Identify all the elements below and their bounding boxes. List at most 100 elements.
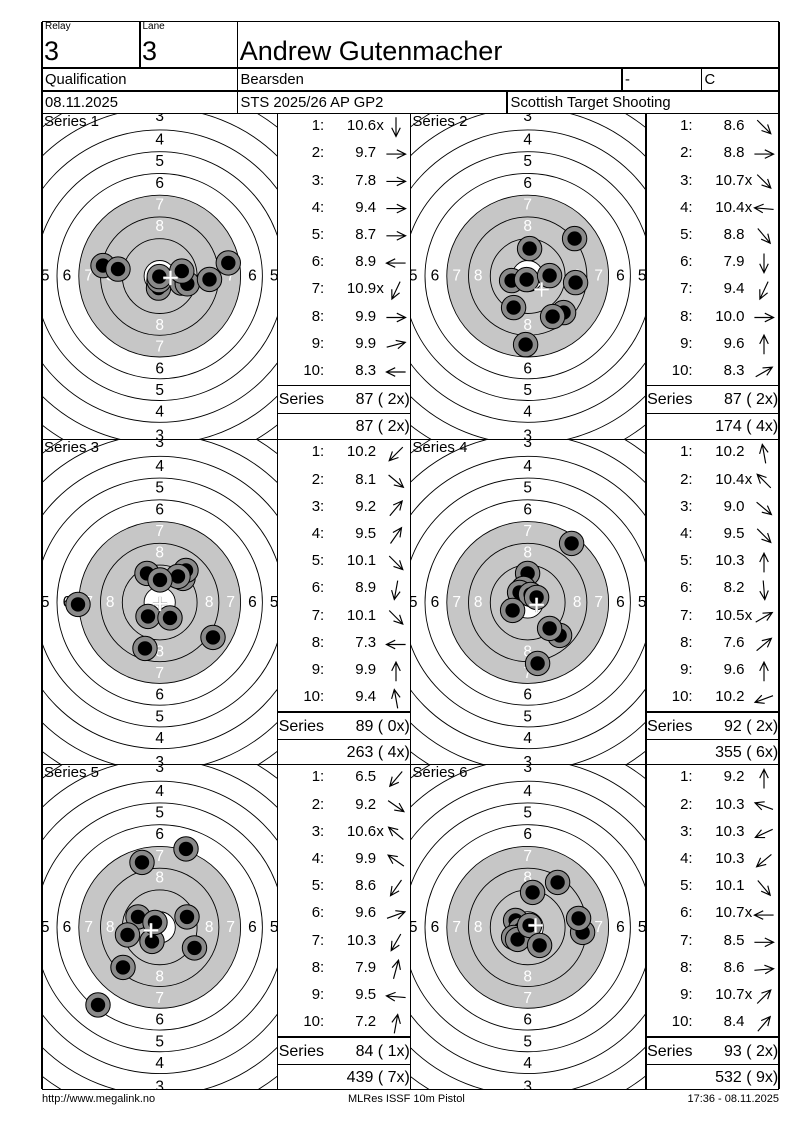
svg-text:8: 8 — [155, 218, 164, 235]
svg-text:8: 8 — [155, 317, 164, 334]
svg-text:7: 7 — [226, 918, 235, 935]
svg-text:6: 6 — [524, 361, 533, 378]
svg-text:8: 8 — [474, 594, 483, 611]
svg-text:3: 3 — [524, 428, 533, 440]
svg-text:6: 6 — [431, 594, 440, 611]
svg-text:7: 7 — [155, 339, 164, 356]
svg-text:6: 6 — [431, 268, 440, 285]
svg-text:7: 7 — [453, 918, 462, 935]
svg-text:6: 6 — [155, 826, 164, 843]
svg-text:4: 4 — [155, 782, 164, 799]
svg-text:4: 4 — [155, 132, 164, 149]
svg-text:6: 6 — [524, 826, 533, 843]
svg-text:7: 7 — [524, 665, 533, 682]
svg-text:5: 5 — [155, 1033, 164, 1050]
svg-text:7: 7 — [524, 523, 533, 540]
svg-text:6: 6 — [524, 175, 533, 192]
svg-text:5: 5 — [42, 268, 50, 285]
svg-text:7: 7 — [453, 268, 462, 285]
svg-text:3: 3 — [524, 1078, 533, 1089]
svg-text:5: 5 — [638, 268, 646, 285]
svg-text:4: 4 — [524, 132, 533, 149]
svg-text:3: 3 — [155, 428, 164, 440]
svg-text:7: 7 — [84, 268, 93, 285]
svg-text:6: 6 — [616, 594, 625, 611]
svg-text:7: 7 — [524, 847, 533, 864]
svg-text:8: 8 — [573, 594, 582, 611]
svg-text:5: 5 — [410, 918, 418, 935]
svg-text:8: 8 — [106, 918, 115, 935]
svg-text:5: 5 — [155, 479, 164, 496]
svg-text:7: 7 — [595, 268, 604, 285]
svg-text:8: 8 — [106, 594, 115, 611]
svg-text:6: 6 — [524, 686, 533, 703]
svg-text:5: 5 — [42, 594, 50, 611]
svg-text:4: 4 — [524, 404, 533, 421]
svg-text:5: 5 — [155, 382, 164, 399]
svg-text:6: 6 — [63, 918, 72, 935]
svg-text:8: 8 — [155, 643, 164, 660]
svg-text:5: 5 — [270, 918, 278, 935]
svg-text:5: 5 — [524, 382, 533, 399]
svg-text:4: 4 — [155, 730, 164, 747]
svg-text:5: 5 — [155, 708, 164, 725]
svg-text:5: 5 — [638, 918, 646, 935]
svg-text:8: 8 — [474, 918, 483, 935]
svg-text:6: 6 — [616, 268, 625, 285]
svg-text:4: 4 — [155, 1054, 164, 1071]
svg-text:7: 7 — [226, 594, 235, 611]
svg-text:6: 6 — [524, 1011, 533, 1028]
svg-text:4: 4 — [524, 730, 533, 747]
svg-text:7: 7 — [226, 268, 235, 285]
svg-text:7: 7 — [155, 989, 164, 1006]
svg-text:7: 7 — [453, 594, 462, 611]
svg-text:8: 8 — [155, 968, 164, 985]
svg-text:5: 5 — [524, 479, 533, 496]
svg-text:5: 5 — [155, 804, 164, 821]
svg-text:6: 6 — [431, 918, 440, 935]
svg-text:8: 8 — [524, 869, 533, 886]
svg-text:6: 6 — [155, 175, 164, 192]
svg-text:6: 6 — [524, 501, 533, 518]
svg-text:7: 7 — [155, 523, 164, 540]
svg-text:8: 8 — [524, 968, 533, 985]
svg-text:8: 8 — [155, 869, 164, 886]
svg-text:6: 6 — [63, 268, 72, 285]
svg-text:8: 8 — [524, 544, 533, 561]
svg-text:3: 3 — [155, 1078, 164, 1089]
svg-text:7: 7 — [595, 918, 604, 935]
svg-text:6: 6 — [616, 918, 625, 935]
svg-text:7: 7 — [524, 989, 533, 1006]
svg-text:7: 7 — [155, 197, 164, 214]
svg-text:7: 7 — [155, 665, 164, 682]
svg-text:8: 8 — [524, 218, 533, 235]
svg-text:6: 6 — [155, 1011, 164, 1028]
svg-text:5: 5 — [270, 594, 278, 611]
svg-text:8: 8 — [524, 317, 533, 334]
svg-text:3: 3 — [155, 765, 164, 776]
svg-text:3: 3 — [524, 765, 533, 776]
svg-text:6: 6 — [155, 361, 164, 378]
svg-text:6: 6 — [155, 686, 164, 703]
svg-text:5: 5 — [638, 594, 646, 611]
svg-text:8: 8 — [524, 643, 533, 660]
svg-text:4: 4 — [155, 458, 164, 475]
svg-text:6: 6 — [155, 501, 164, 518]
svg-text:6: 6 — [248, 918, 257, 935]
svg-text:4: 4 — [524, 458, 533, 475]
svg-text:8: 8 — [155, 544, 164, 561]
svg-text:4: 4 — [155, 404, 164, 421]
svg-text:7: 7 — [595, 594, 604, 611]
svg-text:5: 5 — [155, 153, 164, 170]
svg-text:3: 3 — [155, 113, 164, 125]
svg-text:4: 4 — [524, 782, 533, 799]
svg-text:3: 3 — [524, 440, 533, 451]
svg-text:8: 8 — [474, 268, 483, 285]
svg-text:5: 5 — [410, 594, 418, 611]
svg-text:3: 3 — [524, 113, 533, 125]
svg-text:5: 5 — [524, 1033, 533, 1050]
svg-text:5: 5 — [410, 268, 418, 285]
svg-text:5: 5 — [42, 918, 50, 935]
svg-text:3: 3 — [155, 440, 164, 451]
svg-text:7: 7 — [84, 918, 93, 935]
